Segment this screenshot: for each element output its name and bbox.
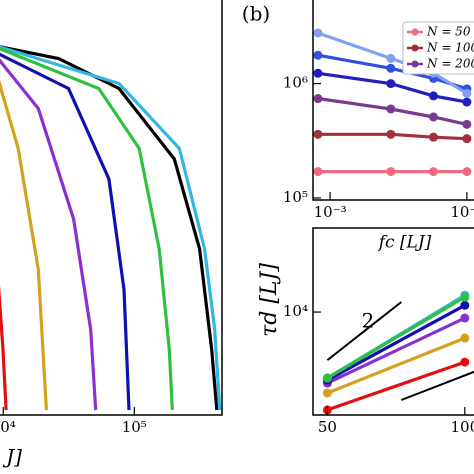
x-tick-label: 10⁴ [0, 418, 16, 436]
axes-frame [0, 0, 223, 416]
marker [386, 53, 396, 63]
series-line [317, 71, 468, 104]
series-line [0, 45, 222, 411]
legend-box [402, 21, 474, 75]
series-line [0, 58, 98, 411]
x-tick-label: 10⁻³ [314, 203, 347, 221]
marker [322, 388, 332, 398]
series-line [326, 360, 466, 412]
marker [322, 373, 332, 383]
series-line [0, 79, 48, 411]
plot-area [322, 290, 474, 415]
reference-line [326, 301, 402, 361]
marker [386, 63, 396, 73]
y-tick-label: 10⁵ [283, 188, 308, 206]
marker [386, 167, 396, 177]
marker [313, 50, 323, 60]
marker [460, 300, 470, 310]
series-line [0, 285, 8, 411]
plot-area [0, 45, 222, 411]
marker [460, 357, 470, 367]
legend-marker [411, 44, 419, 52]
x-tick-label: 10⁵ [122, 418, 147, 436]
marker [460, 313, 470, 323]
legend-label: N = 50 [426, 25, 471, 39]
x-axis-label: fc [LJ] [377, 233, 432, 253]
marker [462, 97, 472, 107]
marker [386, 104, 396, 114]
x-axis-label: J] [2, 445, 22, 469]
marker [460, 292, 470, 302]
marker [428, 167, 438, 177]
marker [386, 79, 396, 89]
marker [313, 129, 323, 139]
panel-label: (b) [242, 2, 270, 26]
series-line [326, 316, 466, 385]
marker [460, 333, 470, 343]
marker [462, 88, 472, 98]
axes-frame [312, 227, 474, 416]
marker [462, 119, 472, 129]
axes-frame [312, 0, 474, 201]
y-tick-label: 10⁴ [283, 302, 308, 320]
marker [313, 94, 323, 104]
marker [386, 129, 396, 139]
reference-line [400, 370, 474, 401]
series-line [317, 132, 467, 141]
legend-marker [411, 28, 419, 36]
marker [428, 112, 438, 122]
series-line [0, 52, 131, 411]
marker [313, 167, 323, 177]
series-line [0, 47, 174, 411]
marker [462, 167, 472, 177]
marker [313, 68, 323, 78]
series-line [326, 295, 466, 380]
series-line [317, 96, 468, 126]
marker [428, 132, 438, 142]
x-tick-label: 10⁻² [450, 203, 474, 221]
x-tick-label: 50 [318, 418, 337, 436]
legend-label: N = 100 [426, 41, 474, 55]
legend-label: N = 200 [426, 57, 474, 71]
series-line [326, 303, 466, 382]
x-tick-label: 100 [451, 418, 474, 436]
series-line [326, 336, 466, 395]
y-tick-label: 10⁶ [283, 74, 308, 92]
series-line [0, 45, 219, 411]
marker [462, 134, 472, 144]
marker [313, 28, 323, 38]
legend-marker [411, 60, 419, 68]
y-axis-label: τd [LJ] [257, 263, 282, 337]
marker [428, 91, 438, 101]
